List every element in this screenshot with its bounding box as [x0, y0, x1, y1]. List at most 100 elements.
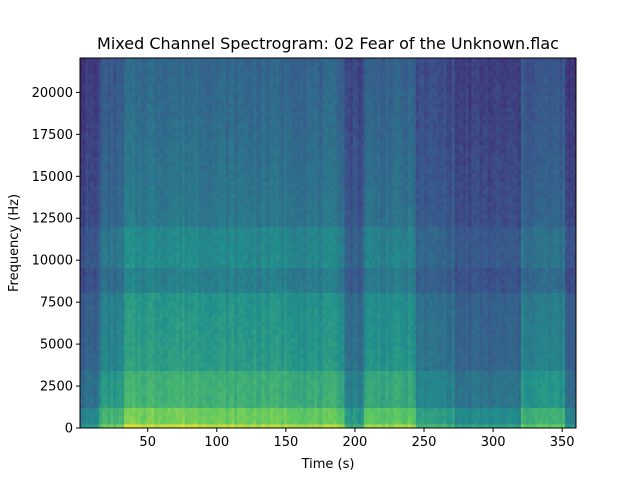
- heatmap-cell: [154, 226, 158, 232]
- heatmap-cell: [102, 206, 106, 211]
- heatmap-cell: [104, 267, 109, 273]
- heatmap-cell: [231, 308, 235, 314]
- heatmap-cell: [146, 403, 150, 408]
- heatmap-cell: [184, 193, 188, 199]
- heatmap-cell: [223, 378, 227, 384]
- heatmap-cell: [124, 317, 128, 322]
- heatmap-cell: [146, 251, 150, 256]
- heatmap-cell: [195, 99, 199, 104]
- heatmap-cell: [223, 234, 227, 240]
- heatmap-cell: [118, 243, 122, 248]
- heatmap-cell: [115, 214, 120, 219]
- heatmap-cell: [151, 378, 155, 384]
- heatmap-cell: [157, 70, 161, 75]
- heatmap-cell: [154, 136, 158, 141]
- heatmap-cell: [173, 382, 177, 388]
- heatmap-cell: [217, 197, 222, 203]
- heatmap-cell: [102, 419, 106, 425]
- heatmap-cell: [88, 341, 92, 347]
- heatmap-cell: [93, 185, 98, 191]
- heatmap-cell: [91, 312, 95, 318]
- heatmap-cell: [137, 243, 142, 248]
- heatmap-cell: [137, 107, 142, 112]
- heatmap-cell: [204, 127, 208, 133]
- heatmap-cell: [192, 119, 197, 125]
- heatmap-cell: [135, 115, 139, 121]
- heatmap-cell: [159, 349, 164, 355]
- heatmap-cell: [187, 107, 191, 112]
- heatmap-cell: [140, 62, 144, 67]
- heatmap-cell: [204, 99, 208, 104]
- heatmap-cell: [140, 115, 144, 121]
- heatmap-cell: [195, 423, 199, 429]
- heatmap-cell: [157, 95, 161, 100]
- heatmap-cell: [113, 148, 117, 154]
- heatmap-cell: [184, 255, 188, 260]
- heatmap-cell: [215, 181, 219, 186]
- heatmap-cell: [137, 206, 142, 211]
- heatmap-cell: [140, 152, 144, 158]
- heatmap-cell: [187, 345, 191, 351]
- heatmap-cell: [157, 107, 161, 112]
- heatmap-cell: [99, 366, 103, 371]
- heatmap-cell: [165, 423, 169, 429]
- heatmap-cell: [201, 169, 205, 174]
- heatmap-cell: [143, 90, 147, 96]
- heatmap-cell: [88, 292, 92, 297]
- heatmap-cell: [154, 189, 158, 195]
- heatmap-cell: [148, 210, 153, 215]
- heatmap-cell: [187, 78, 191, 84]
- heatmap-cell: [226, 288, 230, 293]
- heatmap-cell: [162, 78, 166, 84]
- heatmap-cell: [113, 177, 117, 182]
- heatmap-cell: [132, 280, 136, 285]
- heatmap-cell: [135, 382, 139, 388]
- heatmap-cell: [157, 148, 161, 154]
- heatmap-cell: [173, 127, 177, 133]
- heatmap-cell: [212, 234, 216, 240]
- heatmap-cell: [154, 222, 158, 228]
- heatmap-cell: [146, 210, 150, 215]
- heatmap-cell: [115, 193, 120, 199]
- heatmap-cell: [107, 329, 111, 334]
- heatmap-cell: [154, 317, 158, 322]
- heatmap-cell: [113, 185, 117, 191]
- heatmap-cell: [115, 222, 120, 228]
- heatmap-cell: [104, 317, 109, 322]
- heatmap-cell: [176, 90, 180, 96]
- heatmap-cell: [173, 403, 177, 408]
- heatmap-cell: [190, 238, 194, 244]
- heatmap-cell: [146, 66, 150, 71]
- heatmap-cell: [187, 119, 191, 125]
- heatmap-cell: [88, 247, 92, 252]
- heatmap-cell: [209, 201, 213, 207]
- heatmap-cell: [198, 300, 202, 306]
- heatmap-cell: [88, 86, 92, 92]
- heatmap-cell: [228, 255, 233, 260]
- heatmap-cell: [192, 362, 197, 367]
- heatmap-cell: [165, 329, 169, 334]
- heatmap-cell: [110, 337, 114, 343]
- heatmap-cell: [173, 308, 177, 314]
- heatmap-cell: [192, 317, 197, 322]
- heatmap-cell: [80, 275, 84, 281]
- heatmap-cell: [173, 156, 177, 162]
- heatmap-cell: [170, 271, 175, 277]
- heatmap-cell: [113, 210, 117, 215]
- heatmap-cell: [154, 370, 158, 376]
- heatmap-cell: [168, 263, 172, 269]
- heatmap-cell: [198, 140, 202, 145]
- heatmap-cell: [226, 415, 230, 421]
- heatmap-cell: [154, 255, 158, 260]
- heatmap-cell: [99, 169, 103, 174]
- heatmap-cell: [181, 312, 186, 318]
- heatmap-cell: [82, 271, 87, 277]
- heatmap-cell: [226, 267, 230, 273]
- heatmap-cell: [192, 288, 197, 293]
- heatmap-cell: [140, 210, 144, 215]
- heatmap-cell: [137, 218, 142, 223]
- heatmap-cell: [82, 407, 87, 413]
- heatmap-cell: [176, 140, 180, 145]
- heatmap-cell: [170, 300, 175, 306]
- heatmap-cell: [212, 341, 216, 347]
